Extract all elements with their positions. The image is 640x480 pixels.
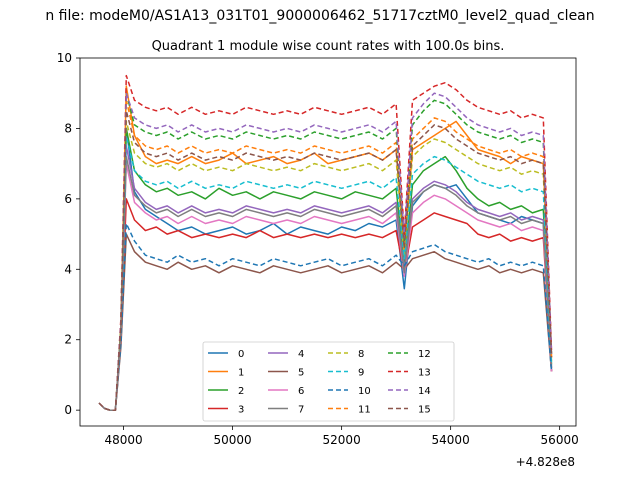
series-layer: [98, 74, 553, 411]
y-tick-label: 10: [57, 51, 72, 65]
series-line-12: [98, 92, 553, 411]
legend-label-15: 15: [418, 405, 431, 416]
legend-label-4: 4: [298, 349, 304, 360]
series-line-4: [98, 145, 553, 411]
legend-label-1: 1: [238, 368, 244, 379]
series-line-5: [98, 233, 553, 411]
y-tick-label: 8: [64, 121, 72, 135]
x-tick-label: 56000: [541, 433, 579, 447]
legend-label-0: 0: [238, 349, 244, 360]
legend-box: [202, 341, 455, 422]
y-tick-label: 0: [64, 403, 72, 417]
chart-title: Quadrant 1 module wise count rates with …: [152, 39, 505, 54]
legend-label-9: 9: [358, 368, 364, 379]
legend-label-3: 3: [238, 405, 244, 416]
x-tick-label: 50000: [214, 433, 252, 447]
x-tick-label: 48000: [105, 433, 143, 447]
series-line-14: [98, 92, 553, 411]
plot-frame: [79, 57, 577, 427]
legend-label-2: 2: [238, 386, 244, 397]
series-line-15: [98, 110, 553, 411]
y-tick-label: 6: [64, 192, 72, 206]
y-tick-label: 2: [64, 333, 72, 347]
legend-label-10: 10: [358, 386, 371, 397]
x-tick-label: 54000: [432, 433, 470, 447]
series-line-3: [98, 198, 553, 411]
x-offset-label: +4.828e8: [516, 455, 575, 469]
series-line-8: [98, 120, 553, 411]
legend-label-13: 13: [418, 368, 431, 379]
legend-label-11: 11: [358, 405, 371, 416]
series-line-2: [98, 127, 553, 411]
series-line-10: [98, 222, 553, 411]
legend-label-6: 6: [298, 386, 304, 397]
y-tick-label: 4: [64, 262, 72, 276]
x-tick-label: 52000: [323, 433, 361, 447]
series-line-1: [98, 85, 553, 411]
figure-suptitle: n file: modeM0/AS1A13_031T01_9000006462_…: [45, 8, 594, 24]
series-line-7: [98, 155, 553, 411]
legend-label-5: 5: [298, 368, 304, 379]
series-line-6: [98, 162, 553, 411]
series-line-11: [98, 99, 553, 411]
legend-label-14: 14: [418, 386, 431, 397]
legend-label-12: 12: [418, 349, 431, 360]
legend-label-8: 8: [358, 349, 364, 360]
legend-label-7: 7: [298, 405, 304, 416]
